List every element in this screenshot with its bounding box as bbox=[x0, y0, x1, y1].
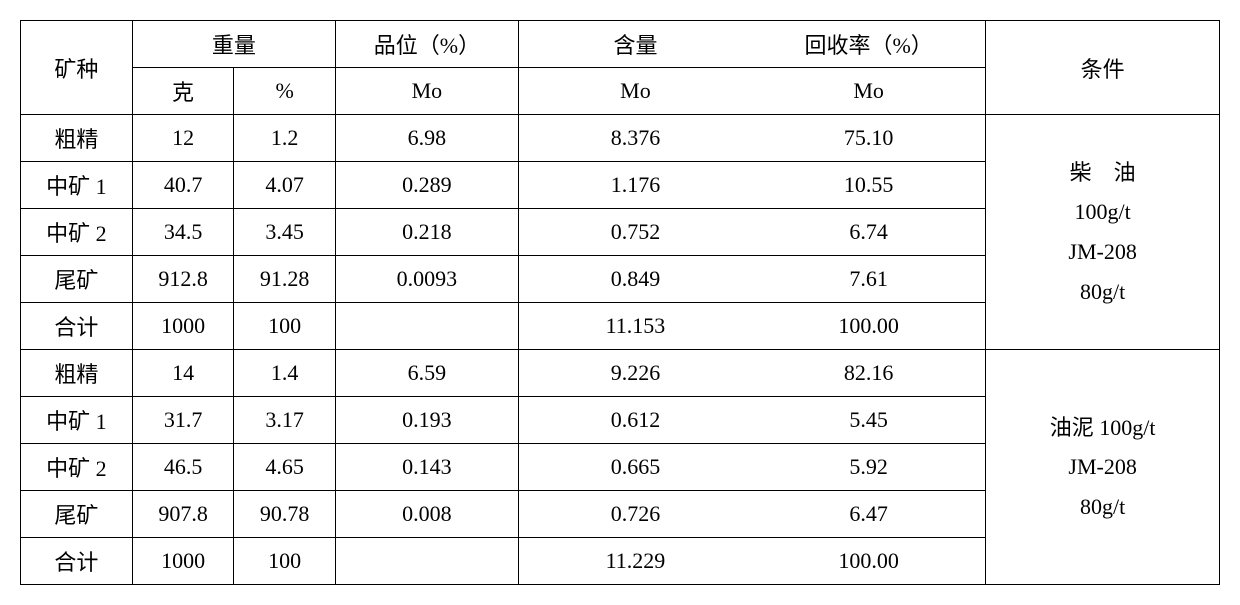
cell-pct: 1.4 bbox=[234, 350, 336, 397]
cell-recovery: 7.61 bbox=[752, 256, 986, 303]
cond-line: 油泥 100g/t bbox=[1050, 415, 1156, 440]
header-content: 含量 bbox=[518, 21, 752, 68]
cell-pct: 100 bbox=[234, 303, 336, 350]
cond-line: 100g/t bbox=[1075, 199, 1131, 224]
cell-g: 40.7 bbox=[132, 162, 234, 209]
cell-recovery: 5.45 bbox=[752, 397, 986, 444]
cell-pct: 4.65 bbox=[234, 444, 336, 491]
cell-pct: 3.17 bbox=[234, 397, 336, 444]
cond-line: JM-208 bbox=[1068, 239, 1136, 264]
cond-line: 80g/t bbox=[1080, 279, 1125, 304]
data-table: 矿种 重量 品位（%） 含量 回收率（%） 条件 克 % Mo Mo Mo 粗精… bbox=[20, 20, 1220, 585]
cell-recovery: 5.92 bbox=[752, 444, 986, 491]
cell-grade: 6.98 bbox=[335, 115, 518, 162]
cell-g: 1000 bbox=[132, 303, 234, 350]
cell-g: 1000 bbox=[132, 538, 234, 585]
cell-type: 中矿 1 bbox=[21, 162, 133, 209]
header-grade: 品位（%） bbox=[335, 21, 518, 68]
cell-grade: 0.0093 bbox=[335, 256, 518, 303]
cell-content: 9.226 bbox=[518, 350, 752, 397]
header-recovery-sub: Mo bbox=[752, 68, 986, 115]
cell-content: 11.153 bbox=[518, 303, 752, 350]
cell-content: 8.376 bbox=[518, 115, 752, 162]
cell-type: 中矿 2 bbox=[21, 209, 133, 256]
cell-type: 中矿 1 bbox=[21, 397, 133, 444]
cell-type: 合计 bbox=[21, 538, 133, 585]
cell-g: 14 bbox=[132, 350, 234, 397]
cell-g: 34.5 bbox=[132, 209, 234, 256]
cell-recovery: 6.47 bbox=[752, 491, 986, 538]
cell-recovery: 10.55 bbox=[752, 162, 986, 209]
table-header-row: 矿种 重量 品位（%） 含量 回收率（%） 条件 bbox=[21, 21, 1220, 68]
cell-recovery: 100.00 bbox=[752, 538, 986, 585]
header-ore-type: 矿种 bbox=[21, 21, 133, 115]
cell-content: 1.176 bbox=[518, 162, 752, 209]
cell-grade: 0.289 bbox=[335, 162, 518, 209]
cell-grade: 6.59 bbox=[335, 350, 518, 397]
header-condition: 条件 bbox=[986, 21, 1220, 115]
cell-grade: 0.218 bbox=[335, 209, 518, 256]
table-row: 粗精 12 1.2 6.98 8.376 75.10 柴 油 100g/t JM… bbox=[21, 115, 1220, 162]
cell-recovery: 100.00 bbox=[752, 303, 986, 350]
cell-g: 46.5 bbox=[132, 444, 234, 491]
cell-grade: 0.143 bbox=[335, 444, 518, 491]
cell-recovery: 82.16 bbox=[752, 350, 986, 397]
cell-condition: 油泥 100g/t JM-208 80g/t bbox=[986, 350, 1220, 585]
cell-grade bbox=[335, 538, 518, 585]
cell-pct: 4.07 bbox=[234, 162, 336, 209]
cell-g: 907.8 bbox=[132, 491, 234, 538]
header-content-sub: Mo bbox=[518, 68, 752, 115]
cell-content: 0.849 bbox=[518, 256, 752, 303]
cell-recovery: 75.10 bbox=[752, 115, 986, 162]
cell-content: 0.665 bbox=[518, 444, 752, 491]
cell-content: 0.752 bbox=[518, 209, 752, 256]
cell-type: 粗精 bbox=[21, 350, 133, 397]
cell-g: 31.7 bbox=[132, 397, 234, 444]
cell-type: 合计 bbox=[21, 303, 133, 350]
cell-pct: 90.78 bbox=[234, 491, 336, 538]
cell-type: 尾矿 bbox=[21, 491, 133, 538]
table-row: 粗精 14 1.4 6.59 9.226 82.16 油泥 100g/t JM-… bbox=[21, 350, 1220, 397]
cell-type: 尾矿 bbox=[21, 256, 133, 303]
cell-grade bbox=[335, 303, 518, 350]
cell-g: 912.8 bbox=[132, 256, 234, 303]
header-grade-sub: Mo bbox=[335, 68, 518, 115]
cell-content: 0.726 bbox=[518, 491, 752, 538]
header-weight: 重量 bbox=[132, 21, 335, 68]
cell-pct: 3.45 bbox=[234, 209, 336, 256]
header-weight-g: 克 bbox=[132, 68, 234, 115]
cond-line: 柴 油 bbox=[1070, 160, 1136, 185]
cell-recovery: 6.74 bbox=[752, 209, 986, 256]
cell-type: 粗精 bbox=[21, 115, 133, 162]
cell-type: 中矿 2 bbox=[21, 444, 133, 491]
cond-line: 80g/t bbox=[1080, 494, 1125, 519]
cond-line: JM-208 bbox=[1068, 454, 1136, 479]
cell-g: 12 bbox=[132, 115, 234, 162]
cell-pct: 91.28 bbox=[234, 256, 336, 303]
cell-condition: 柴 油 100g/t JM-208 80g/t bbox=[986, 115, 1220, 350]
cell-pct: 100 bbox=[234, 538, 336, 585]
cell-content: 11.229 bbox=[518, 538, 752, 585]
header-weight-pct: % bbox=[234, 68, 336, 115]
cell-grade: 0.193 bbox=[335, 397, 518, 444]
header-recovery: 回收率（%） bbox=[752, 21, 986, 68]
cell-content: 0.612 bbox=[518, 397, 752, 444]
cell-pct: 1.2 bbox=[234, 115, 336, 162]
cell-grade: 0.008 bbox=[335, 491, 518, 538]
